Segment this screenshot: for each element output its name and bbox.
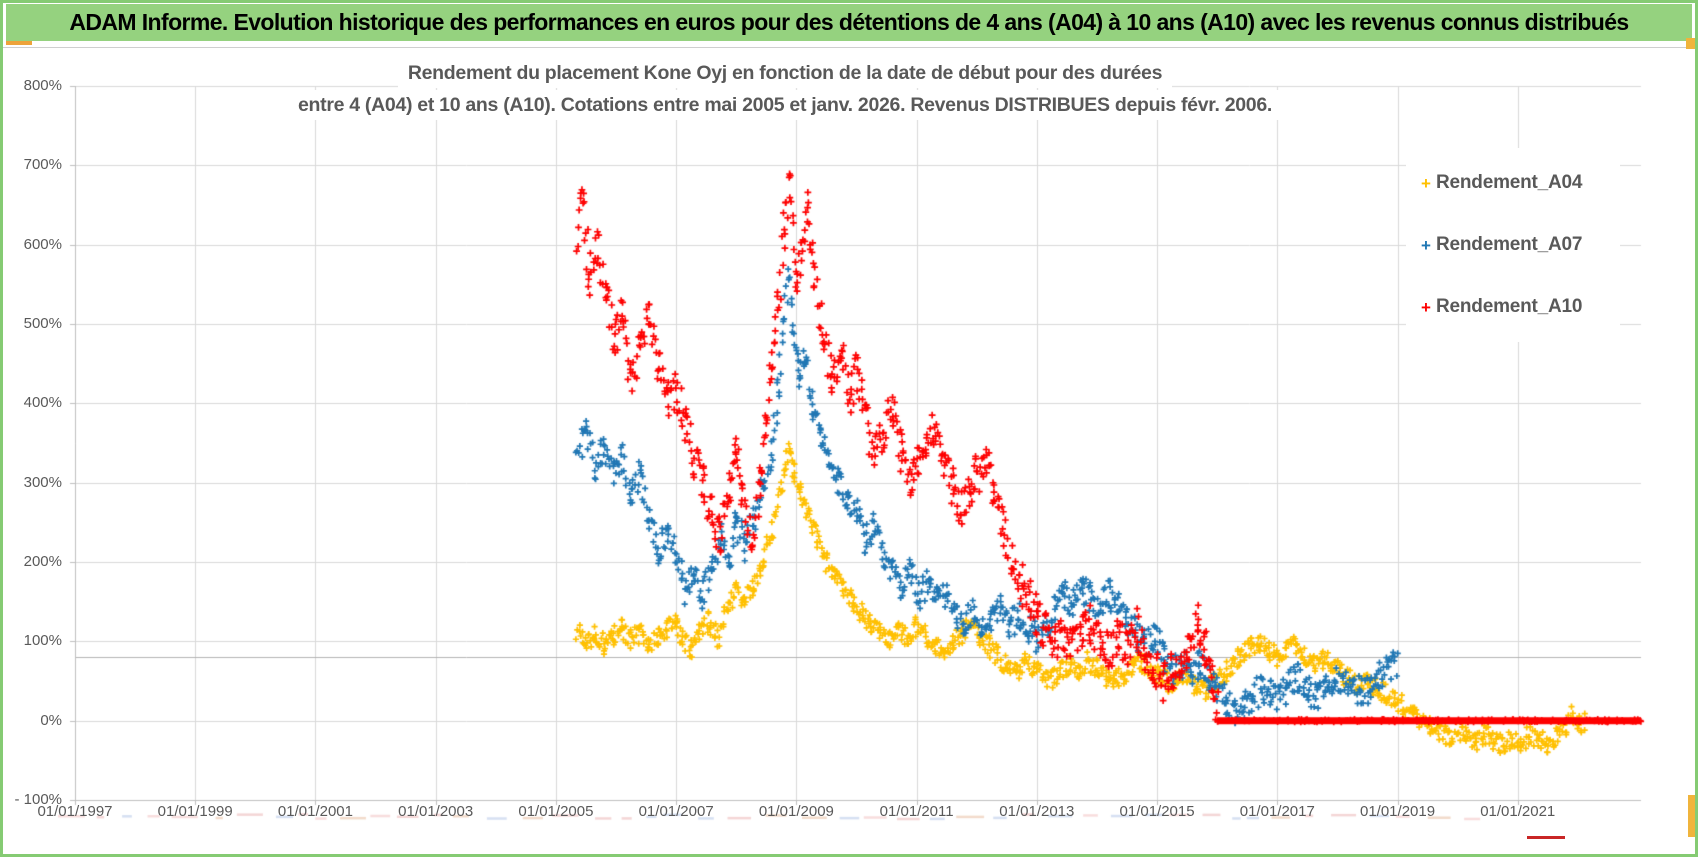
legend-label-a07: Rendement_A07: [1436, 234, 1583, 255]
selection-accent-right-bottom: [1688, 795, 1695, 837]
selection-accent-right-top: [1686, 38, 1695, 49]
legend-item-a04: + Rendement_A04: [1406, 152, 1620, 214]
chart-title-line2: entre 4 (A04) et 10 ans (A10). Cotations…: [287, 90, 1283, 120]
legend-item-a07: + Rendement_A07: [1406, 214, 1620, 276]
chart-legend: + Rendement_A04 + Rendement_A07 + Rendem…: [1406, 148, 1620, 342]
legend-label-a10: Rendement_A10: [1436, 296, 1583, 317]
legend-label-a04: Rendement_A04: [1436, 172, 1583, 193]
plus-marker-icon: +: [1421, 235, 1431, 255]
selection-accent-left: [6, 41, 32, 45]
header-title: ADAM Informe. Evolution historique des p…: [69, 9, 1629, 35]
header-bar: ADAM Informe. Evolution historique des p…: [6, 4, 1692, 41]
cropped-row-red-dash: [1527, 836, 1565, 839]
header-divider: [0, 47, 1698, 48]
legend-item-a10: + Rendement_A10: [1406, 276, 1620, 338]
chart-title-line1: Rendement du placement Kone Oyj en fonct…: [397, 58, 1173, 88]
plus-marker-icon: +: [1421, 173, 1431, 193]
plus-marker-icon: +: [1421, 297, 1431, 317]
chart-title: Rendement du placement Kone Oyj en fonct…: [90, 58, 1480, 122]
